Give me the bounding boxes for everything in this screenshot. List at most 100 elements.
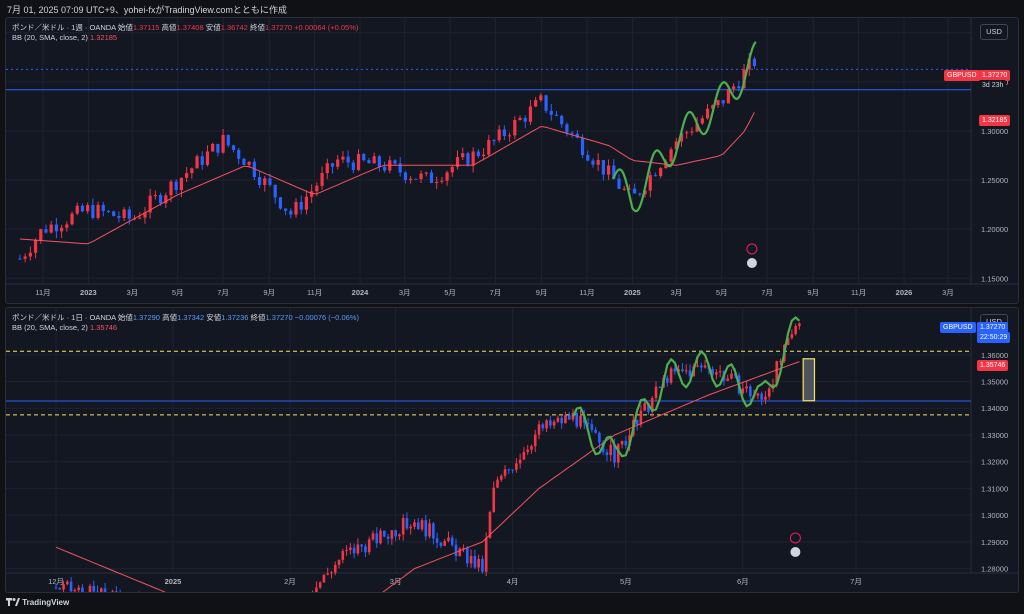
y-tick-label: 1.30000 [981, 511, 1008, 520]
candle-body [80, 205, 85, 212]
candle-body [752, 58, 757, 67]
x-tick-label: 5月 [716, 288, 728, 297]
flag-icon [746, 258, 757, 268]
candle-body [681, 369, 684, 372]
candle-body [315, 587, 318, 592]
weekly-legend-row1: ポンド／米ドル · 1週 · OANDA 始値1.37115 高値1.37408… [12, 23, 359, 32]
candle-body [565, 124, 569, 133]
candle-body [567, 415, 571, 420]
candle-body [435, 538, 439, 543]
candle-body [635, 419, 639, 425]
daily-chart-pane[interactable]: 1.36000 1.35000 1.34000 1.33000 1.32000 1.310… [5, 307, 1019, 593]
candle-body [658, 386, 662, 388]
y-tick-label: 1.15000 [981, 274, 1008, 283]
candle-body [112, 211, 116, 217]
candle-body [341, 550, 345, 560]
candle-body [432, 523, 435, 539]
candle-body [304, 196, 309, 210]
candle-body [715, 372, 718, 375]
x-tick-label: 5月 [620, 577, 632, 586]
tradingview-logo-icon [6, 598, 20, 606]
x-tick-label: 7月 [850, 577, 862, 586]
candle-body [326, 573, 329, 575]
candle-body [511, 469, 514, 471]
candle-body [257, 177, 262, 186]
candle-body [367, 160, 371, 164]
candle-body [200, 156, 204, 165]
candle-body [394, 530, 397, 537]
candle-body [346, 156, 350, 163]
x-tick-label: 7月 [217, 288, 229, 297]
candle-body [111, 591, 114, 592]
y-tick-label: 1.32000 [981, 458, 1008, 467]
candle-body [263, 178, 267, 186]
candle-body [398, 163, 402, 173]
flag-icon [790, 547, 801, 557]
candle-body [544, 95, 548, 111]
candle-body [96, 204, 100, 218]
symbol-tag: GBPUSD [940, 322, 976, 333]
candle-body [541, 424, 545, 429]
candle-body [666, 377, 669, 383]
candle-body [711, 368, 714, 375]
x-tick-label: 3月 [399, 288, 411, 297]
x-tick-label: 5月 [444, 288, 456, 297]
weekly-change: +0.00064 (+0.05%) [294, 23, 359, 32]
candle-body [718, 371, 722, 373]
candle-body [401, 518, 405, 535]
candle-body [530, 446, 533, 450]
candle-body [148, 195, 152, 213]
candle-body [756, 393, 760, 396]
candle-body [169, 181, 173, 196]
x-tick-label: 6月 [737, 577, 749, 586]
candle-body [699, 365, 703, 368]
candle-body [534, 100, 538, 107]
chart-header: 7月 01, 2025 07:09 UTC+9、yohei-fxがTrading… [0, 0, 1024, 16]
candle-body [284, 208, 288, 211]
candle-body [289, 210, 293, 215]
candle-body [315, 185, 319, 192]
x-tick-label: 9月 [263, 288, 275, 297]
y-tick-label: 1.34000 [981, 404, 1008, 413]
candle-body [81, 587, 84, 592]
candle-body [195, 156, 199, 169]
candle-body [54, 587, 58, 589]
candle-body [726, 88, 730, 104]
candle-body [454, 544, 458, 557]
candle-body [654, 386, 658, 398]
currency-button[interactable]: USD [980, 24, 1008, 40]
y-tick-label: 1.30000 [981, 127, 1008, 136]
candle-body [341, 156, 345, 160]
candle-body [488, 512, 492, 538]
weekly-chart-svg[interactable]: 1.400001.350001.300001.250001.200001.150… [6, 18, 1018, 303]
candle-body [190, 168, 194, 174]
symbol-tag: GBPUSD [944, 70, 980, 81]
x-tick-label: 9月 [536, 288, 548, 297]
candle-body [760, 393, 763, 400]
candle-body [580, 137, 585, 155]
candle-body [88, 585, 92, 592]
weekly-chart-pane[interactable]: 1.400001.350001.300001.250001.200001.150… [5, 17, 1019, 304]
bb-value-tag: 1.32185 [979, 115, 1011, 126]
candle-body [447, 537, 450, 542]
x-tick-label: 7月 [490, 288, 502, 297]
candle-body [336, 159, 340, 167]
candle-body [455, 157, 460, 167]
candle-body [424, 520, 428, 537]
daily-chart-svg[interactable]: 1.36000 1.35000 1.34000 1.33000 1.32000 1.310… [6, 308, 1018, 592]
candle-body [613, 444, 616, 463]
candle-body [66, 581, 69, 585]
candle-body [106, 211, 111, 213]
x-tick-label: 2026 [896, 288, 913, 297]
candle-body [696, 365, 699, 367]
candle-body [594, 429, 597, 433]
candle-body [526, 449, 529, 452]
y-tick-label: 1.33000 [981, 431, 1008, 440]
candle-body [570, 132, 574, 134]
candle-body [70, 213, 74, 225]
candle-body [127, 209, 131, 219]
footer: TradingView [6, 598, 69, 607]
candle-body [414, 178, 418, 180]
candle-body [518, 117, 522, 120]
candle-body [477, 558, 480, 568]
